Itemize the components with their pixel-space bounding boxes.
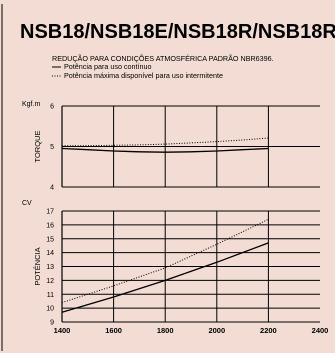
power-panel: 9 10 11 12 13 14 15 16 17 CV POTÊNCIA 1400 1600 1800 2…: [22, 200, 328, 335]
legend-intermittent-label: Potência máxima disponível para uso inte…: [64, 71, 223, 80]
chart-subtitle: REDUÇÃO PARA CONDIÇÕES ATMOSFÉRICA PADRÃ…: [52, 54, 274, 63]
x-tick-label: 1600: [105, 326, 122, 335]
x-tick-label: 2000: [208, 326, 225, 335]
torque-unit-label: Kgf.m: [22, 101, 40, 108]
plots-group: 4 5 6 Kgf.m TORQUE 9 10 11 12 13 14 15 16 17 CV POTÊNCI…: [22, 101, 328, 335]
x-tick-label: 1800: [157, 326, 174, 335]
power-continuous-series-line: [61, 242, 269, 313]
power-y-tick-label: 16: [46, 222, 54, 229]
legend-continuous-label: Potência para uso contínuo: [64, 62, 152, 71]
power-y-tick-label: 13: [46, 264, 54, 271]
chart-title: NSB18/NSB18E/NSB18R/NSB18RE: [20, 21, 335, 43]
torque-y-tick-label: 6: [50, 104, 54, 111]
power-y-tick-label: 9: [50, 320, 54, 327]
x-tick-label: 2400: [312, 326, 329, 335]
x-tick-label: 1400: [54, 326, 71, 335]
power-y-tick-label: 10: [46, 306, 54, 313]
power-intermittent-series-line: [61, 218, 269, 304]
torque-axis-label: TORQUE: [33, 131, 42, 163]
power-axis-label: POTÊNCIA: [33, 247, 42, 285]
power-unit-label: CV: [22, 200, 32, 207]
torque-y-tick-label: 4: [50, 185, 54, 192]
power-y-tick-label: 12: [46, 278, 54, 285]
torque-continuous-series-line: [61, 147, 269, 153]
power-y-tick-label: 15: [46, 236, 54, 243]
power-y-tick-label: 17: [46, 209, 54, 216]
power-y-tick-label: 11: [47, 292, 54, 299]
torque-intermittent-series-line: [62, 137, 269, 147]
power-y-tick-label: 14: [46, 250, 54, 257]
x-tick-label: 2200: [260, 326, 277, 335]
torque-y-tick-label: 5: [50, 144, 54, 151]
torque-panel: 4 5 6 Kgf.m TORQUE: [22, 101, 320, 192]
